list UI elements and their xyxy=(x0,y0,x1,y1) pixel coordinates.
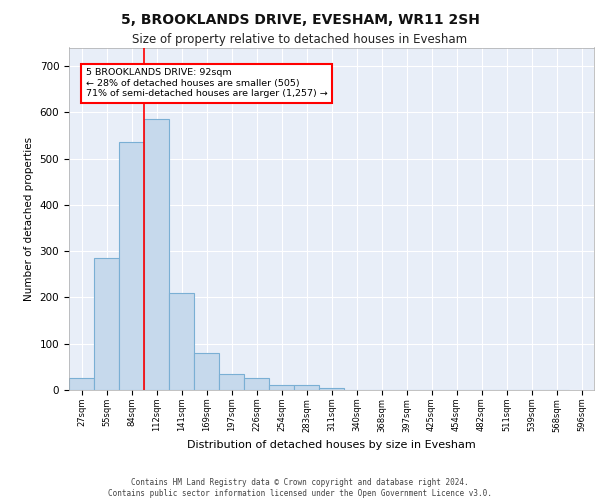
Y-axis label: Number of detached properties: Number of detached properties xyxy=(24,136,34,301)
Bar xyxy=(169,293,194,390)
Text: 5 BROOKLANDS DRIVE: 92sqm
← 28% of detached houses are smaller (505)
71% of semi: 5 BROOKLANDS DRIVE: 92sqm ← 28% of detac… xyxy=(86,68,328,98)
Bar xyxy=(269,386,294,390)
Bar xyxy=(119,142,144,390)
Text: Size of property relative to detached houses in Evesham: Size of property relative to detached ho… xyxy=(133,32,467,46)
Bar xyxy=(194,353,219,390)
Text: Contains HM Land Registry data © Crown copyright and database right 2024.
Contai: Contains HM Land Registry data © Crown c… xyxy=(108,478,492,498)
Bar xyxy=(244,378,269,390)
Bar xyxy=(294,386,319,390)
Bar xyxy=(319,388,344,390)
Bar xyxy=(69,378,94,390)
Bar xyxy=(144,119,169,390)
Text: 5, BROOKLANDS DRIVE, EVESHAM, WR11 2SH: 5, BROOKLANDS DRIVE, EVESHAM, WR11 2SH xyxy=(121,12,479,26)
X-axis label: Distribution of detached houses by size in Evesham: Distribution of detached houses by size … xyxy=(187,440,476,450)
Bar xyxy=(94,258,119,390)
Bar xyxy=(219,374,244,390)
